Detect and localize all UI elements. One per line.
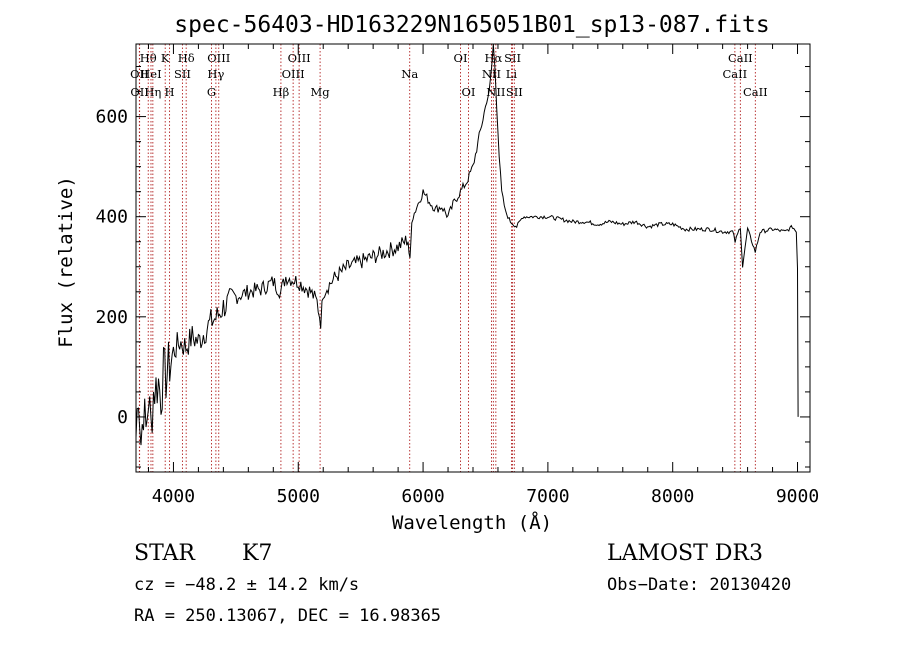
- survey-label: LAMOST DR3: [607, 541, 763, 566]
- marker-label-24: SII: [506, 85, 523, 99]
- x-tick-label-5: 9000: [776, 486, 819, 507]
- marker-label-9: OIII: [207, 51, 230, 65]
- y-tick-label-1: 200: [95, 307, 128, 328]
- spectrum-line: [135, 43, 799, 446]
- x-axis-label: Wavelength (Å): [392, 511, 552, 534]
- chart-title: spec-56403-HD163229N165051B01_sp13-087.f…: [174, 12, 769, 38]
- redshift-cz: cz = −48.2 ± 14.2 km/s: [134, 575, 359, 595]
- marker-label-12: Hβ: [273, 85, 290, 99]
- marker-label-11: G: [207, 85, 216, 99]
- marker-label-1: OII: [130, 67, 149, 81]
- x-tick-label-1: 5000: [277, 486, 320, 507]
- marker-label-0: Hθ: [140, 51, 157, 65]
- marker-label-15: Mg: [311, 85, 331, 99]
- y-tick-label-2: 400: [95, 207, 128, 228]
- plot-frame: [135, 43, 811, 473]
- marker-label-6: H: [165, 85, 175, 99]
- marker-label-27: CaII: [743, 85, 768, 99]
- marker-label-13: OIII: [288, 51, 311, 65]
- object-class: STAR: [134, 541, 196, 566]
- marker-label-20: NII: [482, 67, 501, 81]
- x-tick-label-4: 8000: [651, 486, 694, 507]
- x-tick-label-2: 6000: [401, 486, 444, 507]
- y-tick-label-0: 0: [117, 407, 128, 428]
- x-tick-label-3: 7000: [526, 486, 569, 507]
- marker-label-18: OI: [462, 85, 476, 99]
- marker-label-26: CaII: [722, 67, 747, 81]
- marker-label-7: SII: [174, 67, 191, 81]
- x-tick-label-0: 4000: [152, 486, 195, 507]
- obs-date: Obs−Date: 20130420: [607, 575, 791, 595]
- marker-label-10: Hγ: [207, 67, 224, 81]
- y-tick-label-3: 600: [95, 107, 128, 128]
- object-subclass: K7: [242, 541, 272, 566]
- marker-label-17: OI: [454, 51, 468, 65]
- marker-label-14: OIII: [282, 67, 305, 81]
- y-axis-label: Flux (relative): [55, 176, 77, 348]
- marker-label-25: CaII: [728, 51, 753, 65]
- marker-label-3: HeI: [140, 67, 161, 81]
- marker-label-23: Li: [506, 67, 518, 81]
- marker-label-8: Hδ: [178, 51, 195, 65]
- marker-label-5: K: [161, 51, 170, 65]
- marker-label-22: SII: [504, 51, 521, 65]
- ra-dec: RA = 250.13067, DEC = 16.98365: [134, 606, 441, 626]
- axis-ticks: 4000 5000 6000 7000 8000 9000 0 200 400 600: [95, 44, 819, 507]
- marker-label-16: Na: [401, 67, 418, 81]
- marker-label-4: Hη: [144, 85, 161, 99]
- marker-label-19: Hα: [484, 51, 502, 65]
- series-group: [135, 43, 799, 446]
